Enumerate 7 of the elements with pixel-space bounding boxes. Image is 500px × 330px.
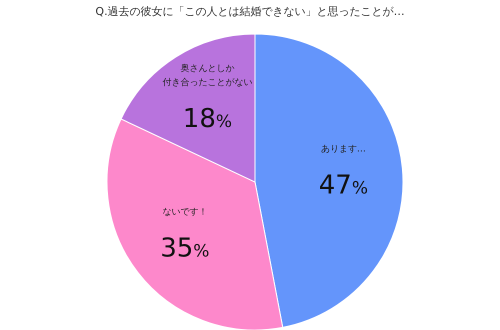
data-label: 35%	[160, 233, 210, 264]
slice-label: あります…	[320, 144, 366, 155]
chart-title: Q.過去の彼女に「この人とは結婚できない」と思ったことが…	[94, 4, 406, 19]
data-label: 18%	[182, 104, 232, 134]
slice-label: 奥さんとしか付き合ったことがない	[162, 63, 252, 88]
data-label: 47%	[318, 170, 368, 201]
slice-label: ないです！	[162, 207, 208, 218]
